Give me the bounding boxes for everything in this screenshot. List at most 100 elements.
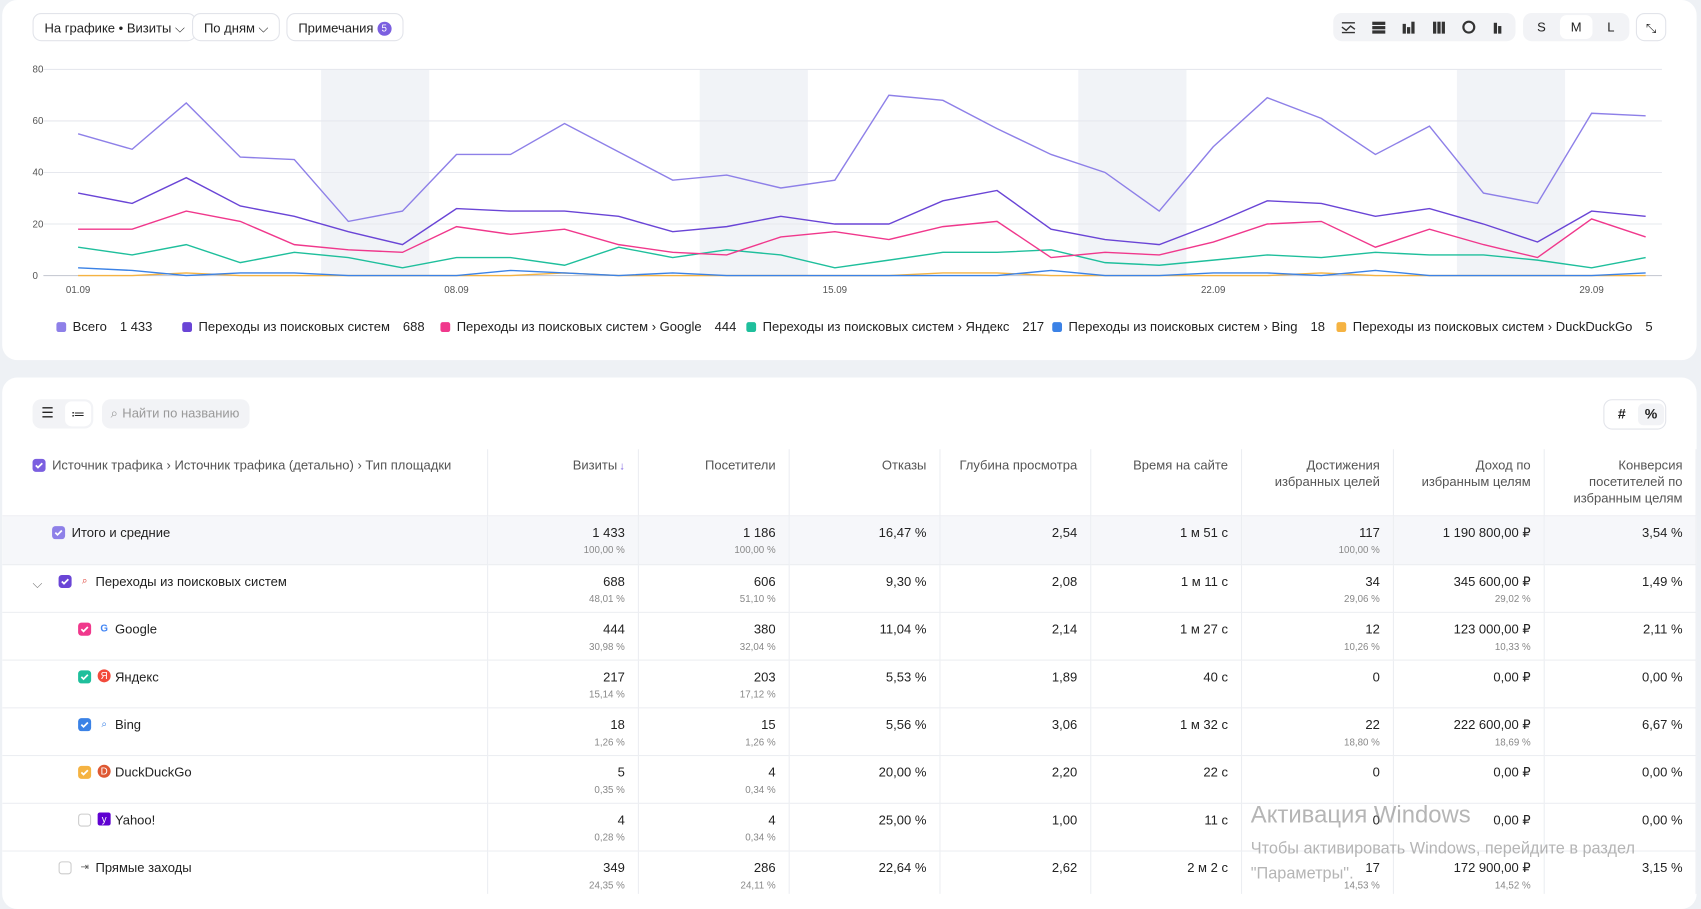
column-header[interactable]: Доход по избранным целям (1394, 449, 1545, 516)
table-cell: 16,47 % (790, 516, 941, 565)
row-checkbox[interactable] (59, 861, 72, 874)
table-cell: 38032,04 % (639, 613, 790, 661)
cell-share: 1,26 % (639, 737, 776, 748)
table-cell: 1,00 (941, 804, 1092, 852)
cell-value: 1,89 (941, 669, 1078, 684)
legend-swatch (1052, 322, 1062, 332)
cell-value: 34 (1242, 574, 1380, 589)
cell-value: 22 с (1091, 765, 1228, 780)
table-cell: 123 000,00 ₽10,33 % (1394, 613, 1545, 661)
row-label: Итого и средние (72, 525, 171, 540)
cell-value: 22 (1242, 717, 1380, 732)
source-icon: D (98, 765, 111, 778)
row-label-cell: DDuckDuckGo (2, 756, 488, 804)
x-tick-label: 08.09 (444, 285, 468, 296)
legend-label: Переходы из поисковых систем › Google (457, 319, 702, 334)
row-label-cell: ⇥Прямые заходы (2, 852, 488, 894)
cell-value: 0,00 % (1545, 765, 1683, 780)
table-cell: 2 м 2 с (1091, 852, 1242, 894)
table-cell: 222 600,00 ₽18,69 % (1394, 708, 1545, 756)
column-header[interactable]: Отказы (790, 449, 941, 516)
legend-item[interactable]: Переходы из поисковых систем › Яндекс217 (746, 319, 1044, 334)
cell-value: 15 (639, 717, 776, 732)
table-cell: 2,14 (941, 613, 1092, 661)
row-label-cell: ⌵⌕Переходы из поисковых систем (2, 565, 488, 613)
table-cell: 22,64 % (790, 852, 941, 894)
table-cell: 1 433100,00 % (488, 516, 639, 565)
row-checkbox[interactable] (33, 459, 46, 472)
cell-value: 2,62 (941, 860, 1078, 875)
watermark-title: Активация Windows (1251, 801, 1471, 829)
column-title: Глубина просмотра (959, 458, 1077, 473)
mode-option[interactable]: # (1609, 404, 1635, 426)
table-cell: 0,00 ₽ (1394, 756, 1545, 804)
cell-value: 1,00 (941, 813, 1078, 828)
search-input[interactable]: ⌕Найти по названию (102, 399, 250, 428)
table-cell: 20317,12 % (639, 661, 790, 709)
cell-value: 217 (488, 669, 625, 684)
legend-item[interactable]: Переходы из поисковых систем688 (182, 319, 424, 334)
legend-item[interactable]: Переходы из поисковых систем › DuckDuckG… (1336, 319, 1652, 334)
column-title: Достижения избранных целей (1275, 458, 1380, 489)
cell-value: 1 м 11 с (1091, 574, 1228, 589)
cell-share: 0,34 % (639, 832, 776, 843)
table-cell: 40,34 % (639, 756, 790, 804)
column-header[interactable]: Глубина просмотра (941, 449, 1092, 516)
row-checkbox[interactable] (52, 526, 65, 539)
legend: Всего1 433 Переходы из поисковых систем68… (0, 319, 1701, 339)
cell-value: 2,14 (941, 622, 1078, 637)
search-icon: ⌕ (111, 406, 118, 421)
column-title: Источник трафика › Источник трафика (дет… (52, 458, 451, 473)
cell-share: 15,14 % (488, 689, 625, 700)
cell-value: 5,53 % (790, 669, 927, 684)
row-checkbox[interactable] (78, 670, 91, 683)
legend-label: Переходы из поисковых систем › Bing (1069, 319, 1298, 334)
cell-value: 5,56 % (790, 717, 927, 732)
cell-value: 286 (639, 860, 776, 875)
cell-share: 24,11 % (639, 880, 776, 891)
cell-value: 1 м 27 с (1091, 622, 1228, 637)
list-icon: ☰ (41, 405, 54, 422)
check-mark (59, 575, 72, 588)
legend-item[interactable]: Всего1 433 (56, 319, 152, 334)
cell-value: 0,00 % (1545, 813, 1683, 828)
row-checkbox[interactable] (78, 766, 91, 779)
cell-share: 0,28 % (488, 832, 625, 843)
table-cell: 34924,35 % (488, 852, 639, 894)
column-header[interactable]: Конверсия посетителей по избранным целям (1545, 449, 1697, 516)
cell-share: 30,98 % (488, 641, 625, 652)
cell-share: 32,04 % (639, 641, 776, 652)
table-cell: 40 с (1091, 661, 1242, 709)
cell-value: 11 с (1091, 813, 1228, 828)
column-title: Посетители (705, 458, 776, 473)
source-icon: ⌕ (78, 574, 91, 587)
cell-value: 444 (488, 622, 625, 637)
mode-option[interactable]: % (1638, 404, 1664, 426)
column-header[interactable]: Достижения избранных целей (1242, 449, 1394, 516)
view-switch[interactable]: ☰ ≔ (33, 399, 94, 428)
cell-share: 0,34 % (639, 784, 776, 795)
cell-value: 5 (488, 765, 625, 780)
table-cell: 117100,00 % (1242, 516, 1394, 565)
column-header[interactable]: Посетители (639, 449, 790, 516)
cell-value: 345 600,00 ₽ (1394, 574, 1531, 589)
table-cell: 1,49 % (1545, 565, 1697, 613)
cell-value: 20,00 % (790, 765, 927, 780)
table-cell: 1 м 51 с (1091, 516, 1242, 565)
y-tick-label: 0 (33, 271, 39, 282)
legend-item[interactable]: Переходы из поисковых систем › Bing18 (1052, 319, 1325, 334)
row-checkbox[interactable] (59, 575, 72, 588)
legend-swatch (440, 322, 450, 332)
row-checkbox[interactable] (78, 718, 91, 731)
column-header[interactable]: Время на сайте (1091, 449, 1242, 516)
column-title: Конверсия посетителей по избранным целям (1573, 458, 1682, 506)
legend-item[interactable]: Переходы из поисковых систем › Google444 (440, 319, 736, 334)
column-header[interactable]: Визиты↓ (488, 449, 639, 516)
row-label-cell: ЯЯндекс (2, 661, 488, 709)
expand-chevron[interactable]: ⌵ (33, 576, 43, 592)
row-checkbox[interactable] (78, 814, 91, 827)
table-cell: 0 (1242, 756, 1394, 804)
y-tick-label: 80 (33, 65, 44, 76)
series-line (78, 268, 1646, 276)
row-checkbox[interactable] (78, 623, 91, 636)
